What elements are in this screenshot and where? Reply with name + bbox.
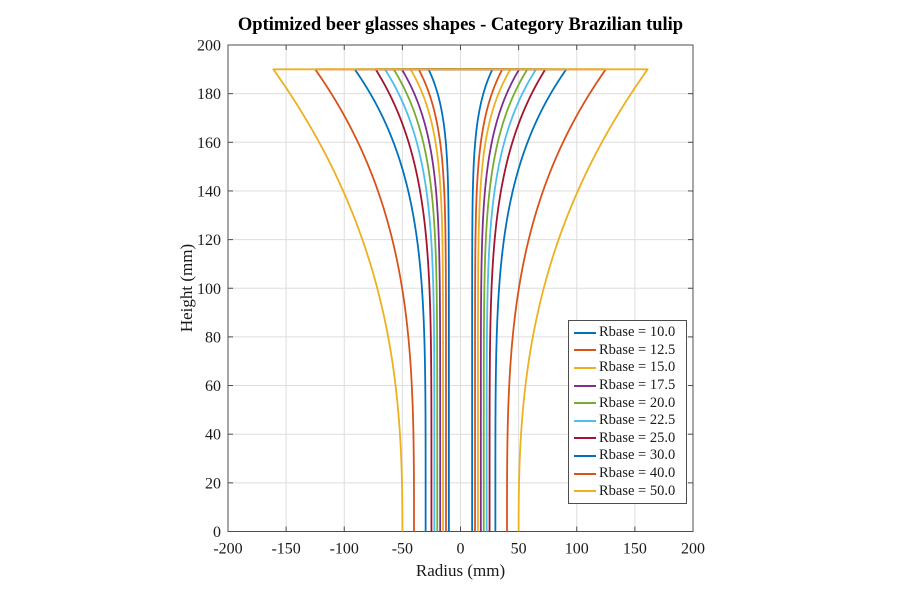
legend-item: Rbase = 17.5: [569, 377, 686, 395]
legend-item-label: Rbase = 20.0: [599, 394, 676, 411]
legend-item-label: Rbase = 50.0: [599, 482, 676, 499]
legend-line-sample: [574, 454, 596, 457]
legend-item-label: Rbase = 40.0: [599, 465, 676, 482]
legend-item-label: Rbase = 22.5: [599, 412, 676, 429]
legend-line-sample: [574, 419, 596, 422]
x-axis-label: Radius (mm): [415, 561, 506, 580]
legend-item-label: Rbase = 12.5: [599, 341, 676, 358]
legend-item-label: Rbase = 10.0: [599, 324, 676, 341]
y-tick-label: 180: [197, 86, 221, 103]
y-tick-label: 20: [205, 475, 221, 492]
legend-item-label: Rbase = 15.0: [599, 359, 676, 376]
legend-item: Rbase = 25.0: [569, 430, 686, 448]
legend-line-sample: [574, 366, 596, 369]
legend-item: Rbase = 30.0: [569, 447, 686, 465]
legend-line-sample: [574, 472, 596, 475]
curve-rbase-50: [272, 68, 649, 532]
legend-item: Rbase = 12.5: [569, 342, 686, 360]
legend-item-label: Rbase = 17.5: [599, 377, 676, 394]
x-tick-label: -150: [271, 541, 300, 558]
legend-item: Rbase = 40.0: [569, 465, 686, 483]
legend-line-sample: [574, 402, 596, 405]
legend-item: Rbase = 20.0: [569, 394, 686, 412]
y-tick-label: 100: [197, 281, 221, 298]
legend-item: Rbase = 50.0: [569, 482, 686, 500]
legend-box: Rbase = 10.0 Rbase = 12.5 Rbase = 15.0 Rbas…: [568, 320, 687, 504]
y-tick-label: 80: [205, 329, 221, 346]
chart-title: Optimized beer glasses shapes - Category…: [237, 15, 684, 35]
y-tick-label: 60: [205, 378, 221, 395]
y-tick-label: 160: [197, 135, 221, 152]
x-tick-label: -50: [392, 541, 413, 558]
x-tick-label: -100: [330, 541, 359, 558]
legend-line-sample: [574, 331, 596, 334]
y-tick-label: 120: [197, 232, 221, 249]
legend-line-sample: [574, 490, 596, 493]
x-tick-label: 200: [681, 541, 705, 558]
y-tick-label: 0: [213, 524, 221, 541]
x-tick-label: -200: [213, 541, 242, 558]
legend-line-sample: [574, 384, 596, 387]
x-tick-label: 0: [457, 541, 465, 558]
legend-item-label: Rbase = 25.0: [599, 429, 676, 446]
legend-item: Rbase = 15.0: [569, 359, 686, 377]
x-tick-label: 100: [565, 541, 589, 558]
legend-line-sample: [574, 349, 596, 352]
y-tick-label: 140: [197, 183, 221, 200]
legend-item: Rbase = 22.5: [569, 412, 686, 430]
legend-item-label: Rbase = 30.0: [599, 447, 676, 464]
y-axis-label: Height (mm): [177, 243, 196, 333]
y-tick-label: 200: [197, 38, 221, 55]
y-tick-label: 40: [205, 427, 221, 444]
x-tick-label: 50: [511, 541, 527, 558]
x-tick-label: 150: [623, 541, 647, 558]
legend-item: Rbase = 10.0: [569, 324, 686, 342]
legend-line-sample: [574, 437, 596, 440]
